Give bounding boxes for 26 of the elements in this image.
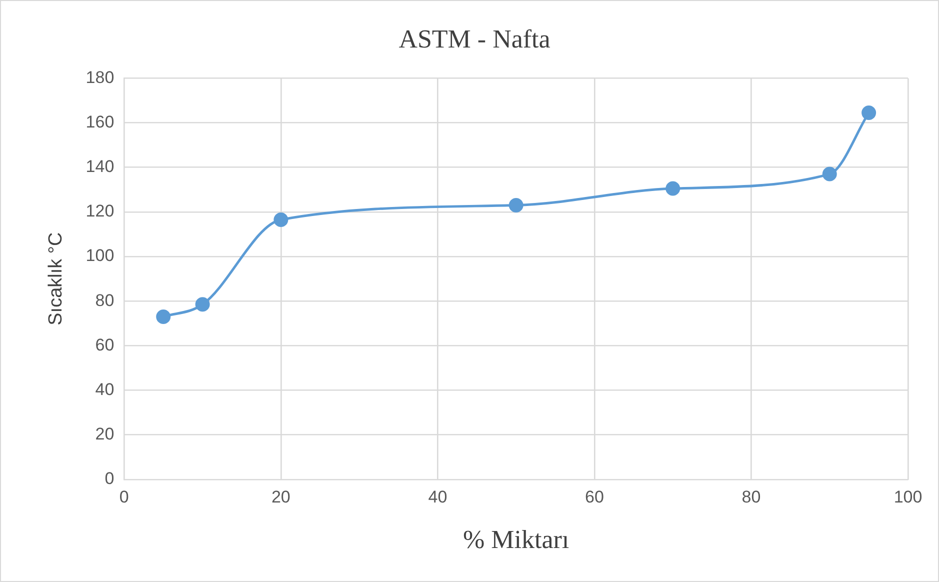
x-tick-label: 40 <box>428 487 448 506</box>
y-tick-label: 100 <box>86 246 114 266</box>
x-axis-title: % Miktarı <box>463 525 570 554</box>
point <box>508 198 524 212</box>
point <box>666 181 680 196</box>
y-tick-label: 0 <box>104 469 114 488</box>
x-tick-label: 100 <box>894 487 922 506</box>
point <box>822 166 837 182</box>
point <box>862 106 876 120</box>
y-tick-label: 180 <box>86 68 114 87</box>
y-tick-label: 40 <box>95 380 114 399</box>
point <box>195 297 210 312</box>
x-tick-label: 60 <box>585 487 604 506</box>
y-tick-label: 80 <box>95 290 114 310</box>
y-axis-title: Sıcaklık °C <box>46 232 67 326</box>
y-tick-label: 60 <box>95 335 114 354</box>
y-tick-label: 20 <box>95 424 114 444</box>
x-tick-label: 80 <box>742 487 761 506</box>
point <box>156 309 171 324</box>
chart-title: ASTM - Nafta <box>398 24 551 54</box>
point <box>274 212 288 227</box>
x-tick-label: 0 <box>119 487 129 506</box>
y-tick-label: 140 <box>86 157 114 176</box>
x-tick-label: 20 <box>271 487 290 506</box>
y-tick-label: 120 <box>86 202 114 221</box>
y-tick-label: 160 <box>86 112 114 132</box>
